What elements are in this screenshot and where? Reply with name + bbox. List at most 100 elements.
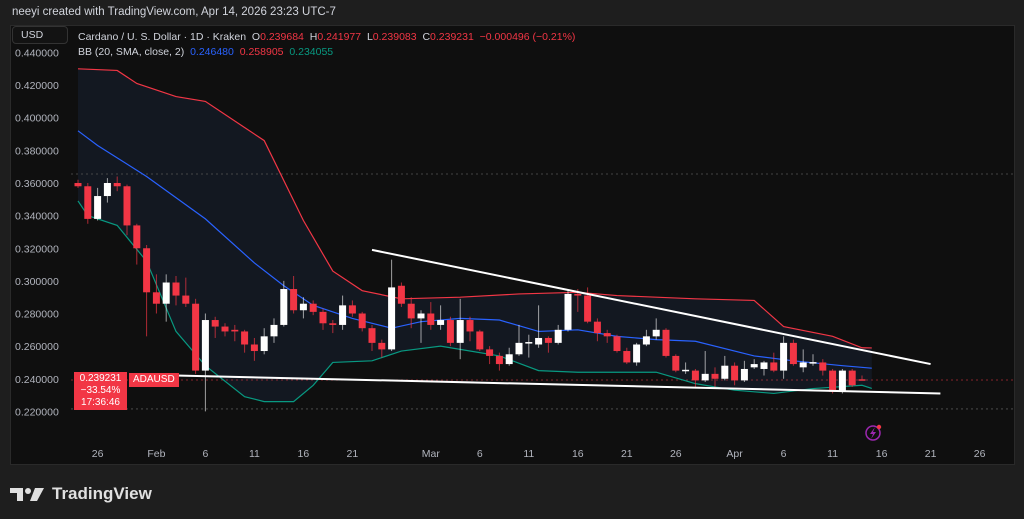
candle-body: [456, 320, 464, 343]
candle: [495, 352, 503, 371]
candle-body: [74, 183, 82, 187]
candle: [358, 311, 366, 332]
candle: [515, 324, 523, 356]
candle-body: [368, 328, 376, 343]
candle-body: [309, 303, 317, 312]
candle: [711, 367, 719, 389]
currency-button[interactable]: USD: [12, 26, 68, 44]
candle-body: [544, 337, 552, 343]
candle: [770, 352, 778, 373]
candle: [701, 351, 709, 383]
candle-body: [584, 295, 592, 322]
candle: [819, 359, 827, 376]
candle-body: [652, 329, 660, 337]
y-tick-label: 0.240000: [15, 374, 59, 386]
candle-body: [613, 336, 621, 352]
candle: [162, 274, 170, 322]
price-chart[interactable]: 0.440000 0.420000 0.400000 0.380000 0.360000…: [11, 26, 1014, 464]
close-label: C: [422, 31, 431, 43]
y-tick-label: 0.440000: [15, 47, 59, 59]
chart-credit: neeyi created with TradingView.com, Apr …: [12, 6, 336, 18]
y-tick-label: 0.300000: [15, 276, 59, 288]
candle-body: [290, 289, 298, 311]
candle: [113, 176, 121, 192]
candle: [682, 362, 690, 374]
candle: [848, 368, 856, 387]
high-value: 0.241977: [317, 31, 362, 43]
candle: [250, 337, 258, 361]
candle: [623, 347, 631, 365]
candle-body: [740, 368, 748, 381]
lightning-icon: [870, 427, 876, 439]
candle-body: [672, 355, 680, 371]
candle: [466, 316, 474, 342]
candle: [564, 290, 572, 332]
alert-icon[interactable]: [865, 424, 882, 441]
low-value: 0.239083: [372, 31, 417, 43]
bb-lower-line: [77, 200, 872, 403]
candle: [417, 310, 425, 343]
candle: [721, 355, 729, 381]
candle-body: [780, 342, 788, 371]
candle-body: [143, 248, 151, 293]
tradingview-logo[interactable]: TradingView: [10, 484, 152, 504]
candle-body: [476, 331, 484, 350]
y-tick-label: 0.220000: [15, 406, 59, 418]
x-tick-label: 11: [523, 448, 534, 460]
candle-body: [701, 373, 709, 381]
x-tick-label: 26: [670, 448, 682, 460]
candle: [368, 324, 376, 352]
y-tick-label: 0.340000: [15, 211, 59, 223]
candle-body: [466, 320, 474, 332]
y-tick-label: 0.320000: [15, 243, 59, 255]
candle-body: [378, 342, 386, 350]
candle: [662, 328, 670, 358]
candle-body: [495, 355, 503, 365]
candle: [280, 280, 288, 327]
candle: [84, 183, 92, 224]
low-label: L: [366, 31, 373, 43]
candle-body: [809, 362, 817, 364]
last-price: 0.239231: [79, 373, 122, 384]
candle: [554, 324, 562, 345]
candle: [535, 305, 543, 348]
candle-body: [662, 329, 670, 356]
candle-body: [554, 329, 562, 343]
candle-body: [152, 292, 160, 304]
x-tick-label: 16: [876, 448, 888, 460]
candle-body: [417, 313, 425, 319]
candle: [348, 300, 356, 317]
candle-body: [574, 293, 582, 296]
candle: [809, 354, 817, 366]
candle: [446, 316, 454, 347]
x-tick-label: 11: [249, 448, 260, 460]
candle: [486, 346, 494, 365]
bb-basis-value: 0.246480: [190, 46, 234, 58]
candle: [731, 362, 739, 386]
candle-body: [437, 320, 445, 325]
candle: [456, 298, 464, 360]
candle: [378, 339, 386, 358]
high-label: H: [309, 31, 318, 43]
candle-body: [201, 320, 209, 371]
candle-body: [329, 323, 337, 325]
x-tick-label: 26: [974, 448, 986, 460]
candle: [388, 259, 396, 352]
y-tick-label: 0.400000: [15, 113, 59, 125]
x-tick-label: 6: [477, 448, 483, 460]
candle-body: [211, 320, 219, 327]
x-tick-label: 16: [298, 448, 310, 460]
candle: [525, 334, 533, 358]
candle: [309, 300, 317, 316]
open-label: O: [251, 31, 261, 43]
candle: [593, 318, 601, 342]
candle: [182, 277, 190, 307]
candle-body: [691, 370, 699, 381]
bb-upper-value: 0.258905: [239, 46, 284, 58]
candle: [829, 368, 837, 394]
candle: [329, 320, 337, 334]
chart-panel[interactable]: 0.440000 0.420000 0.400000 0.380000 0.360000…: [10, 25, 1015, 465]
candle: [397, 282, 405, 307]
candle: [94, 187, 102, 221]
candle: [241, 329, 249, 353]
